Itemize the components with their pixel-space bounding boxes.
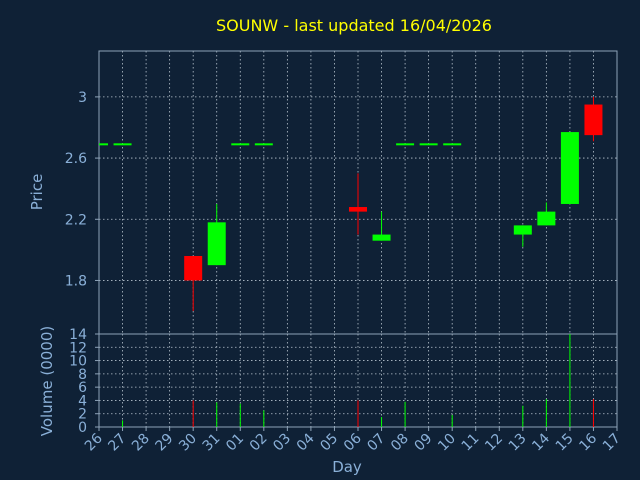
x-tick-label: 09 <box>412 431 436 455</box>
candle-body <box>207 222 226 266</box>
candle-body <box>443 143 462 146</box>
volume-y-tick-label: 6 <box>78 380 87 396</box>
x-tick-label: 30 <box>176 431 200 455</box>
x-tick-label: 28 <box>129 431 153 455</box>
price-y-tick-label: 3 <box>78 90 87 106</box>
x-tick-label: 04 <box>294 430 318 454</box>
candle-body <box>396 143 415 146</box>
candle-body <box>184 255 203 281</box>
candle-body <box>513 225 532 235</box>
volume-axis-label: Volume (0000) <box>38 326 56 436</box>
candle-body <box>349 207 367 212</box>
price-y-tick-label: 2.2 <box>65 212 87 228</box>
x-axis-label: Day <box>332 458 362 476</box>
x-tick-label: 13 <box>506 431 530 455</box>
x-tick-label: 07 <box>364 431 388 455</box>
x-tick-label: 15 <box>553 431 577 455</box>
candle-body <box>537 211 556 226</box>
candle-body <box>254 143 273 146</box>
x-tick-label: 27 <box>105 431 129 455</box>
volume-y-tick-label: 0 <box>78 420 87 436</box>
x-tick-label: 06 <box>341 430 365 454</box>
candle-body <box>113 143 132 146</box>
x-tick-label: 31 <box>200 431 224 455</box>
candle-body <box>231 143 250 146</box>
x-tick-label: 17 <box>600 431 624 455</box>
volume-y-tick-label: 2 <box>78 407 87 423</box>
price-axis-label: Price <box>28 174 46 211</box>
price-grid <box>99 51 617 334</box>
volume-y-tick-label: 4 <box>78 393 87 409</box>
volume-y-tick-label: 8 <box>78 367 87 383</box>
x-tick-label: 29 <box>153 431 177 455</box>
candle-body <box>584 104 603 136</box>
candle-body <box>372 234 391 241</box>
candle-body <box>99 143 108 146</box>
candle-body <box>560 132 579 204</box>
candle-body <box>419 143 438 146</box>
chart-title: SOUNW - last updated 16/04/2026 <box>216 16 492 35</box>
volume-y-tick-label: 10 <box>69 354 87 370</box>
x-tick-label: 01 <box>223 431 247 455</box>
candles <box>99 96 603 312</box>
volume-y-tick-label: 12 <box>69 340 87 356</box>
x-ticks: 26 27 28 29 30 31 01 02 03 04 05 06 07 08 09 10 11 12 13 14… <box>82 427 624 454</box>
x-tick-label: 02 <box>247 431 271 455</box>
volume-bars <box>122 334 594 427</box>
x-tick-label: 14 <box>529 430 553 454</box>
price-y-tick-label: 1.8 <box>65 273 87 289</box>
x-tick-label: 16 <box>576 430 600 454</box>
x-tick-label: 11 <box>459 431 483 455</box>
x-tick-label: 08 <box>388 431 412 455</box>
price-panel: 1.8 2.2 2.6 3 <box>65 50 618 335</box>
x-tick-label: 03 <box>270 431 294 455</box>
x-tick-label: 10 <box>435 431 459 455</box>
volume-y-tick-label: 14 <box>69 327 87 343</box>
price-y-ticks: 1.8 2.2 2.6 3 <box>65 90 99 289</box>
x-tick-label: 12 <box>482 431 506 455</box>
price-y-tick-label: 2.6 <box>65 151 87 167</box>
x-tick-label: 05 <box>317 431 341 455</box>
